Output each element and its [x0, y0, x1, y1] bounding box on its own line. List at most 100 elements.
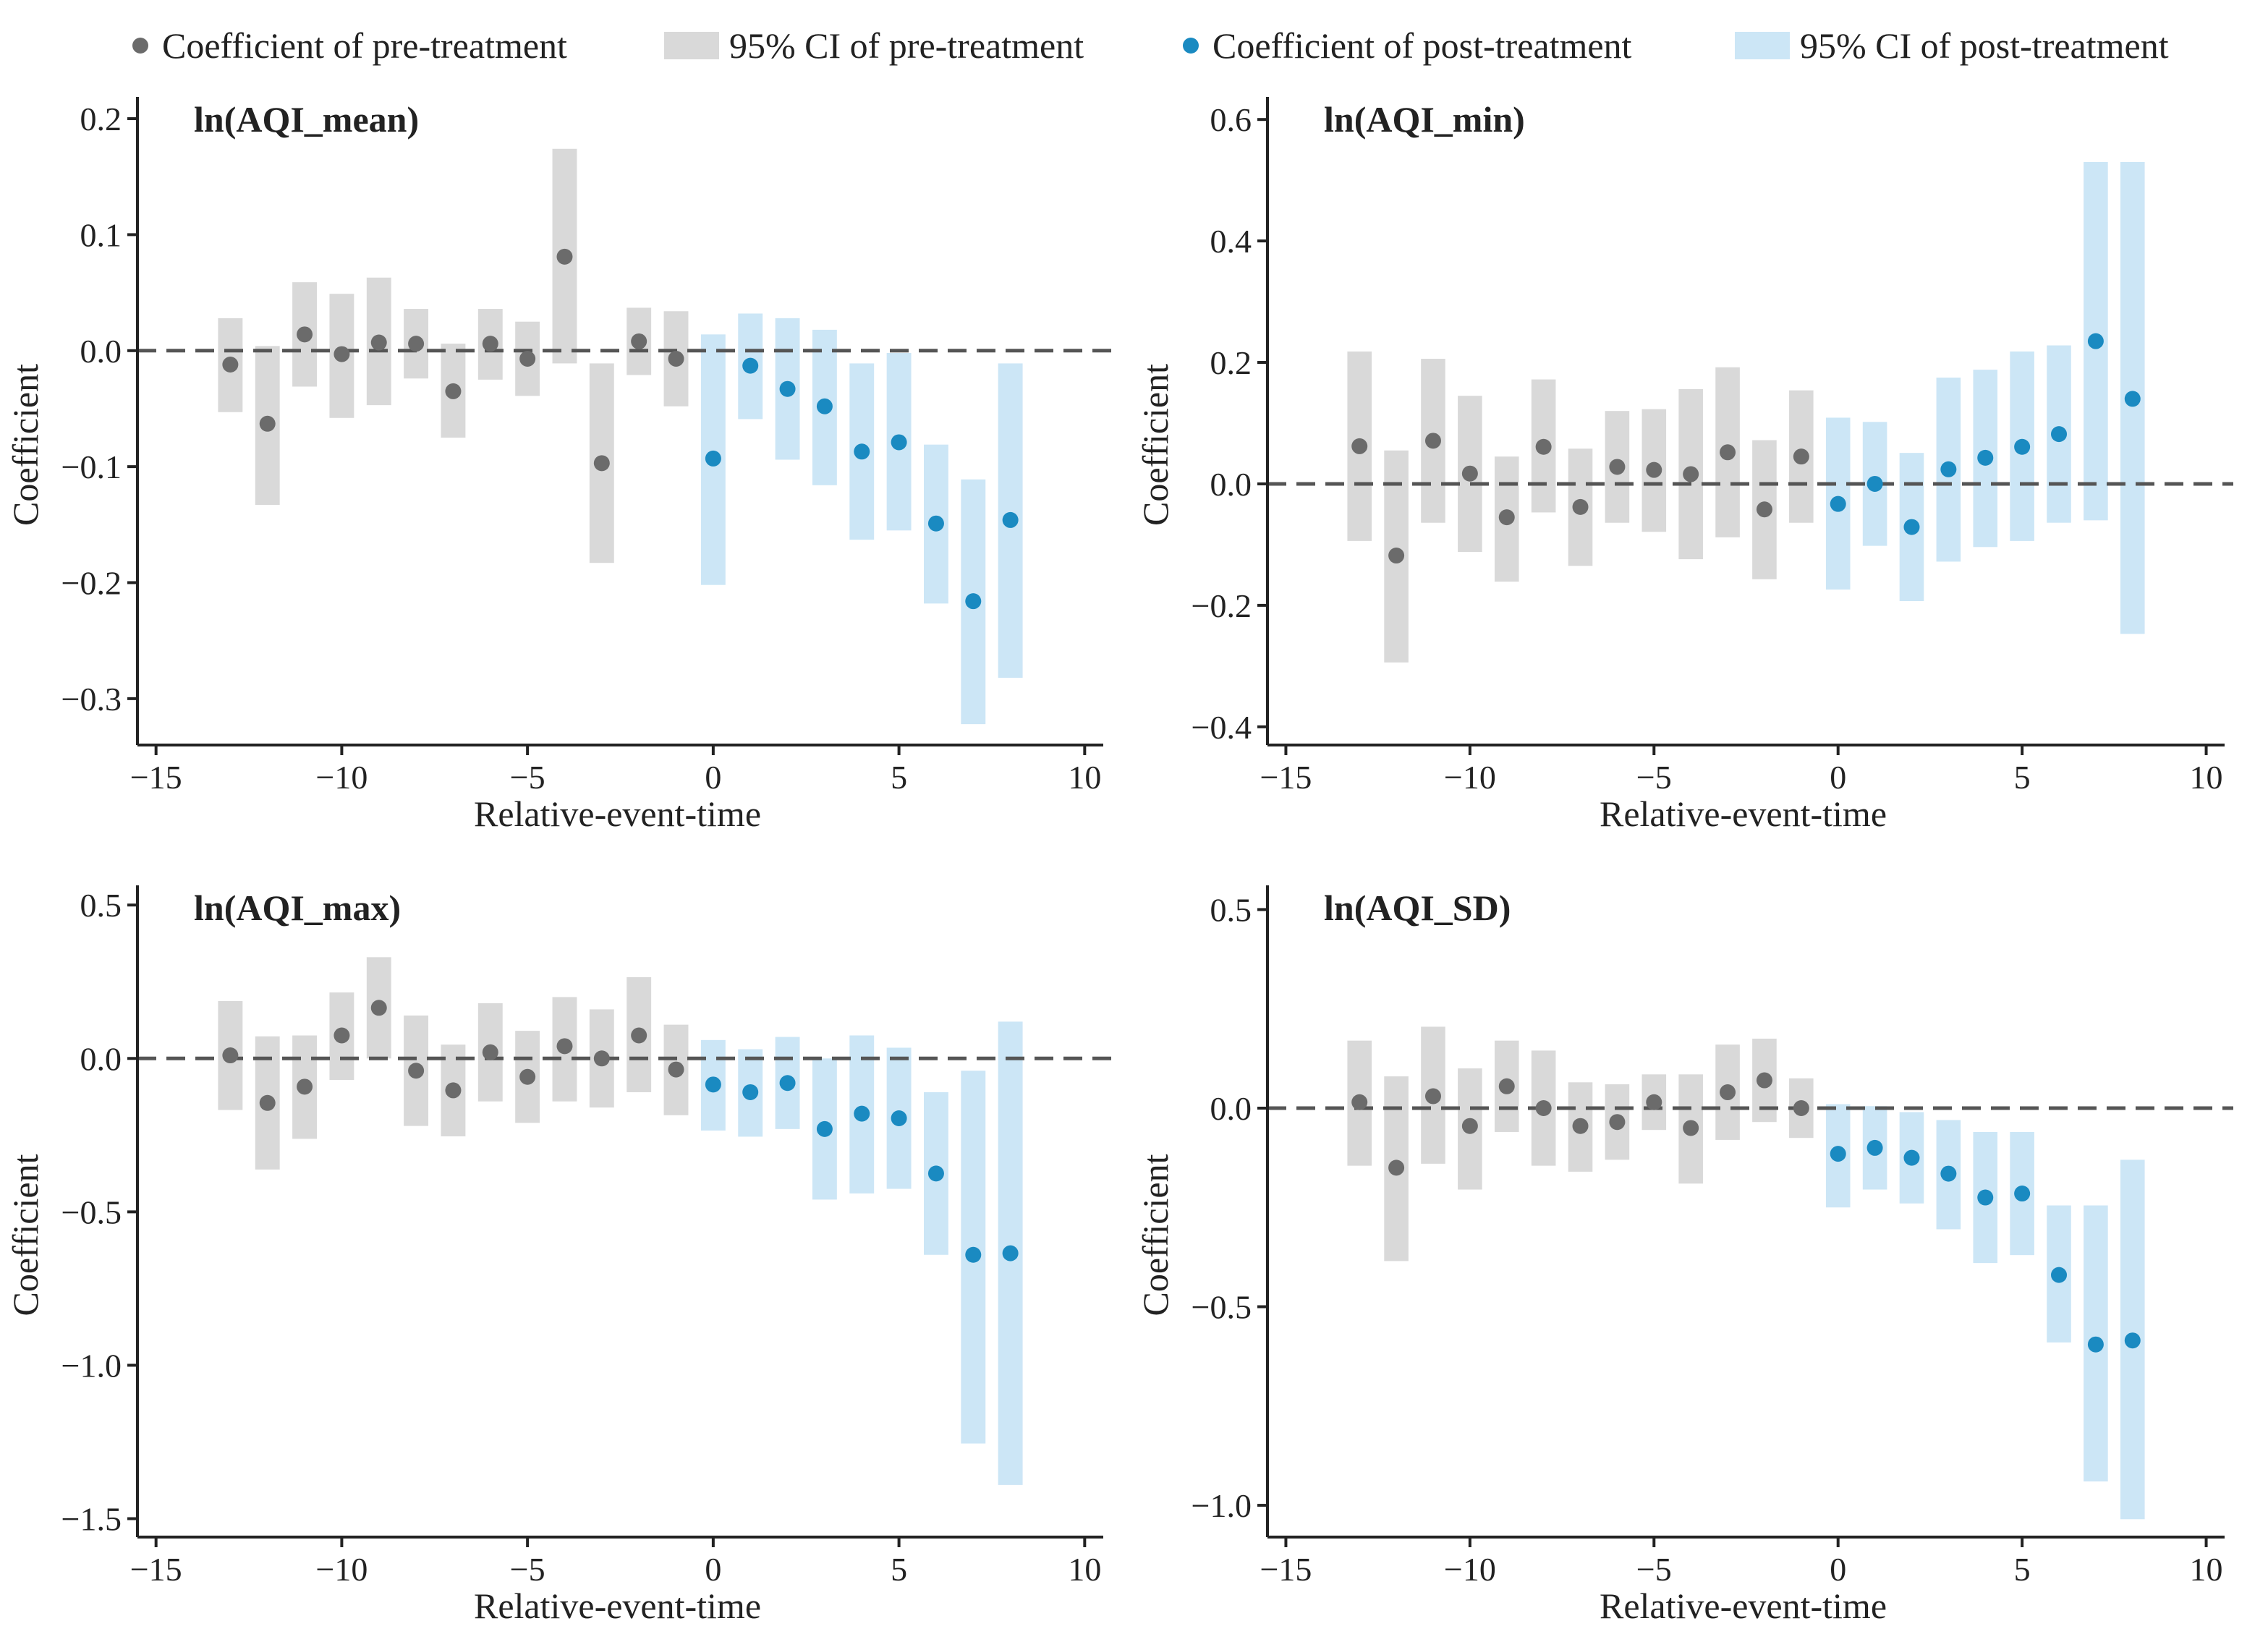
legend-pre-ci-label: 95% CI of pre-treatment [729, 25, 1084, 66]
x-tick-label: 0 [1830, 759, 1846, 796]
y-tick-label: 0.4 [1210, 223, 1252, 260]
y-tick-label: 0.6 [1210, 101, 1252, 138]
x-tick-label: 0 [705, 759, 721, 796]
coefficient-point-pre [631, 333, 647, 349]
coefficient-point-post [2014, 438, 2031, 455]
coefficient-point-post [2087, 333, 2104, 349]
coefficient-point-pre [482, 336, 498, 352]
coefficient-point-post [779, 380, 796, 397]
x-tick-label: 5 [891, 759, 907, 796]
chart-panel-3: 0.5 0.0 −0.5 −1.0 −1.5−15 −10 −5 0 5 10 Relative-e… [5, 885, 1112, 1626]
legend-item-pre-coefficient: Coefficient of pre-treatment [132, 25, 567, 66]
x-axis-label: Relative-event-time [474, 793, 761, 834]
coefficient-point-pre [1720, 1084, 1736, 1101]
x-tick-label: 10 [2190, 759, 2223, 796]
chart-panel-4: 0.5 0.0 −0.5 −1.0−15 −10 −5 0 5 10 Relative-event… [1135, 885, 2233, 1626]
x-tick-label: −5 [1636, 1551, 1672, 1588]
y-tick-label: −1.0 [61, 1347, 122, 1384]
coefficient-point-pre [1424, 1088, 1441, 1105]
coefficient-point-pre [408, 1063, 425, 1079]
y-axis-label: Coefficient [1135, 364, 1176, 526]
x-tick-label: −10 [1444, 759, 1496, 796]
panel-title: ln(AQI_mean) [194, 99, 419, 140]
coefficient-point-post [1977, 1189, 1994, 1206]
x-tick-label: −10 [315, 1551, 368, 1588]
coefficient-point-pre [1793, 1099, 1809, 1116]
coefficient-point-pre [1609, 459, 1626, 475]
y-tick-label: 0.0 [1210, 1090, 1252, 1127]
legend-item-pre-ci: 95% CI of pre-treatment [664, 25, 1084, 66]
coefficient-point-pre [297, 326, 313, 343]
coefficient-point-pre [593, 455, 610, 472]
x-tick-label: −5 [510, 1551, 545, 1588]
panel-title: ln(AQI_SD) [1324, 888, 1511, 928]
coefficient-point-post [742, 1084, 759, 1100]
coefficient-point-pre [1535, 1099, 1552, 1116]
coefficient-point-pre [222, 1047, 239, 1064]
x-tick-label: 10 [2190, 1551, 2223, 1588]
coefficient-point-post [1830, 1146, 1846, 1162]
y-tick-label: −1.5 [61, 1501, 122, 1538]
coefficient-point-pre [222, 357, 239, 373]
coefficient-point-pre [631, 1027, 647, 1044]
y-tick-label: −0.5 [1192, 1289, 1252, 1326]
y-tick-label: 0.2 [1210, 344, 1252, 381]
coefficient-point-post [1002, 1245, 1019, 1261]
coefficient-point-pre [297, 1078, 313, 1095]
coefficient-point-post [742, 357, 759, 374]
coefficient-point-pre [668, 351, 684, 367]
coefficient-point-post [816, 398, 833, 414]
legend-item-post-coefficient: Coefficient of post-treatment [1183, 25, 1632, 66]
x-tick-label: −15 [1260, 1551, 1312, 1588]
x-axis-label: Relative-event-time [1600, 1586, 1887, 1626]
coefficient-point-pre [1498, 509, 1515, 526]
x-tick-label: 0 [1830, 1551, 1846, 1588]
coefficient-point-pre [1572, 498, 1589, 515]
panels: 0.2 0.1 0.0 −0.1 −0.2 −0.3 −15 −10 −5 0 5 10 Relativ… [5, 97, 2233, 1626]
legend-pre-ci-swatch [664, 32, 719, 59]
coefficient-point-pre [1351, 438, 1368, 454]
legend-post-ci-swatch [1735, 32, 1790, 59]
coefficient-point-post [1002, 511, 1019, 528]
coefficient-point-post [1940, 1165, 1957, 1182]
coefficient-point-post [2051, 1267, 2068, 1283]
coefficient-point-pre [1461, 465, 1478, 482]
coefficient-point-post [2087, 1336, 2104, 1353]
x-tick-label: 10 [1068, 1551, 1101, 1588]
legend-post-coefficient-marker [1183, 38, 1199, 54]
coefficient-point-pre [408, 336, 425, 352]
coefficient-point-pre [519, 351, 536, 367]
x-tick-label: −10 [1444, 1551, 1496, 1588]
coefficient-point-post [1830, 495, 1846, 512]
chart-panel-1: 0.2 0.1 0.0 −0.1 −0.2 −0.3 −15 −10 −5 0 5 10 Relativ… [5, 97, 1112, 834]
coefficient-point-pre [1424, 433, 1441, 449]
coefficient-point-post [816, 1120, 833, 1137]
coefficient-point-pre [370, 1000, 387, 1016]
y-tick-label: 0.0 [80, 333, 122, 370]
x-tick-label: −15 [130, 759, 182, 796]
x-tick-label: −5 [1636, 759, 1672, 796]
coefficient-point-post [779, 1075, 796, 1092]
x-tick-label: 0 [705, 1551, 721, 1588]
y-tick-label: −0.4 [1192, 709, 1252, 746]
chart-panel-2: 0.6 0.4 0.2 0.0 −0.2 −0.4−15 −10 −5 0 5 10 Relative… [1135, 97, 2233, 834]
y-tick-label: −0.2 [1192, 587, 1252, 624]
coefficient-point-pre [1646, 1094, 1662, 1110]
coefficient-point-pre [1498, 1078, 1515, 1094]
coefficient-point-pre [1646, 461, 1662, 478]
legend-pre-coefficient-marker [132, 38, 148, 54]
x-tick-label: −15 [130, 1551, 182, 1588]
x-tick-label: −10 [315, 759, 368, 796]
coefficient-point-post [1866, 475, 1883, 492]
coefficient-point-pre [1756, 1072, 1772, 1089]
coefficient-point-pre [1683, 1120, 1699, 1136]
coefficient-point-pre [1351, 1094, 1368, 1110]
x-tick-label: −5 [510, 759, 545, 796]
coefficient-point-post [1977, 449, 1994, 466]
coefficient-point-pre [334, 1027, 350, 1044]
coefficient-point-pre [1609, 1114, 1626, 1131]
coefficient-point-pre [1793, 448, 1809, 465]
coefficient-point-pre [1535, 438, 1552, 455]
coefficient-point-post [1866, 1139, 1883, 1156]
